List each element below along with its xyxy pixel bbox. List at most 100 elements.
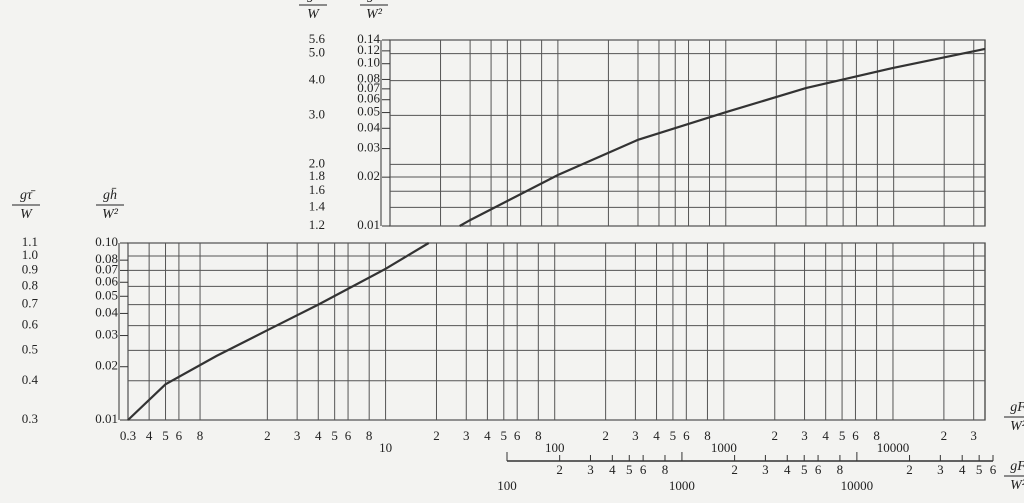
- y-axis-label-denominator: W: [20, 207, 33, 222]
- x-tick-label: 1000: [711, 440, 737, 455]
- x-tick-label: 2: [433, 428, 440, 443]
- y-tick-label: 5.6: [309, 31, 326, 46]
- x-tick-label: 10: [379, 440, 392, 455]
- y2-axis-label-numerator: gh̄: [367, 0, 381, 3]
- x-tick-label: 3: [632, 428, 639, 443]
- scale-tick-label: 8: [662, 462, 669, 477]
- y2-tick-label: 0.07: [95, 261, 118, 276]
- y-axis-label: gτ̄ W: [12, 188, 40, 222]
- x-tick-label: 3: [801, 428, 808, 443]
- scale-tick-label: 3: [587, 462, 594, 477]
- y2-axis-label-numerator: gh̄: [103, 188, 117, 204]
- y2-tick-label: 0.07: [357, 80, 380, 95]
- scale-tick-label: 1000: [669, 478, 695, 493]
- curve: [127, 242, 430, 421]
- y-tick-label: 1.2: [309, 217, 325, 232]
- x-tick-label: 2: [264, 428, 271, 443]
- y2-tick-label: 0.05: [357, 104, 380, 119]
- scale-tick-label: 100: [497, 478, 517, 493]
- y2-axis-label-denominator: W²: [102, 207, 119, 222]
- scale-label: gF W²: [1004, 459, 1024, 493]
- y-axis-label-denominator: W: [307, 7, 320, 22]
- scale-label-numerator: gF: [1010, 459, 1024, 474]
- y2-tick-label: 0.14: [357, 31, 380, 46]
- y2-tick-label: 0.01: [357, 217, 380, 232]
- scale-tick-label: 2: [906, 462, 913, 477]
- y-axis-label-numerator: gτ̄: [20, 188, 36, 203]
- x-tick-label: 0.3: [120, 428, 136, 443]
- x-tick-label: 8: [704, 428, 711, 443]
- y2-tick-label: 0.12: [357, 42, 380, 57]
- x-tick-label: 5: [331, 428, 338, 443]
- x-tick-label: 5: [501, 428, 508, 443]
- scale-tick-label: 8: [837, 462, 844, 477]
- x-tick-label: 2: [772, 428, 779, 443]
- y2-tick-label: 0.02: [95, 358, 118, 373]
- x-tick-label: 3: [294, 428, 301, 443]
- scale-tick-label: 3: [762, 462, 769, 477]
- x-tick-label: 8: [873, 428, 880, 443]
- y2-tick-label: 0.10: [357, 55, 380, 70]
- x-tick-label: 10000: [877, 440, 910, 455]
- y2-axis-label: gh̄ W²: [360, 0, 388, 22]
- scale-tick-label: 5: [626, 462, 633, 477]
- y-tick-label: 4.0: [309, 72, 325, 87]
- x-tick-label: 8: [197, 428, 204, 443]
- y-axis-label-numerator: gτ̄: [307, 0, 323, 3]
- y-tick-label: 1.1: [22, 234, 38, 249]
- x-tick-label: 6: [345, 428, 352, 443]
- y2-tick-label: 0.01: [95, 411, 118, 426]
- y2-tick-label: 0.06: [95, 273, 118, 288]
- y2-tick-label: 0.08: [95, 251, 118, 266]
- x-axis-label-denominator: W²: [1010, 419, 1024, 434]
- scale-tick-label: 6: [640, 462, 647, 477]
- x-tick-label: 3: [463, 428, 470, 443]
- x-tick-label: 5: [839, 428, 846, 443]
- x-tick-label: 100: [545, 440, 565, 455]
- y-tick-label: 0.9: [22, 261, 38, 276]
- y-tick-label: 1.0: [22, 247, 38, 262]
- x-tick-label: 8: [535, 428, 542, 443]
- scale-tick-label: 10000: [841, 478, 874, 493]
- y-tick-label: 3.0: [309, 106, 325, 121]
- x-tick-label: 4: [653, 428, 660, 443]
- y-tick-label: 2.0: [309, 155, 325, 170]
- scale-label-denominator: W²: [1010, 478, 1024, 493]
- x-tick-label: 3: [970, 428, 977, 443]
- x-tick-label: 6: [852, 428, 859, 443]
- scale-tick-label: 6: [990, 462, 997, 477]
- y2-tick-label: 0.03: [357, 140, 380, 155]
- x-tick-label: 4: [822, 428, 829, 443]
- scale-tick-label: 5: [801, 462, 808, 477]
- y2-axis-label-denominator: W²: [366, 7, 383, 22]
- y-tick-label: 0.7: [22, 296, 39, 311]
- y2-tick-label: 0.03: [95, 327, 118, 342]
- y-tick-label: 0.5: [22, 341, 38, 356]
- x-tick-label: 4: [315, 428, 322, 443]
- y2-tick-label: 0.04: [95, 304, 118, 319]
- plot-frame: [127, 242, 986, 421]
- scale-tick-label: 2: [556, 462, 563, 477]
- y2-tick-label: 0.04: [357, 119, 380, 134]
- y2-tick-label: 0.02: [357, 168, 380, 183]
- x-tick-label: 6: [176, 428, 183, 443]
- x-tick-label: 8: [366, 428, 373, 443]
- y-tick-label: 5.0: [309, 45, 325, 60]
- scale-tick-label: 6: [815, 462, 822, 477]
- x-tick-label: 2: [602, 428, 609, 443]
- x-axis-label-numerator: gF: [1010, 400, 1024, 415]
- x-axis-label: gF W²: [1004, 400, 1024, 434]
- x-tick-label: 5: [162, 428, 169, 443]
- scale-tick-label: 3: [937, 462, 944, 477]
- y-tick-label: 0.3: [22, 411, 38, 426]
- x-tick-label: 4: [484, 428, 491, 443]
- y-tick-label: 0.8: [22, 277, 38, 292]
- y-axis-label: gτ̄ W: [299, 0, 327, 22]
- x-tick-label: 2: [941, 428, 948, 443]
- scale-tick-label: 4: [784, 462, 791, 477]
- x-tick-label: 6: [683, 428, 690, 443]
- y-tick-label: 1.8: [309, 168, 325, 183]
- scale-tick-label: 5: [976, 462, 983, 477]
